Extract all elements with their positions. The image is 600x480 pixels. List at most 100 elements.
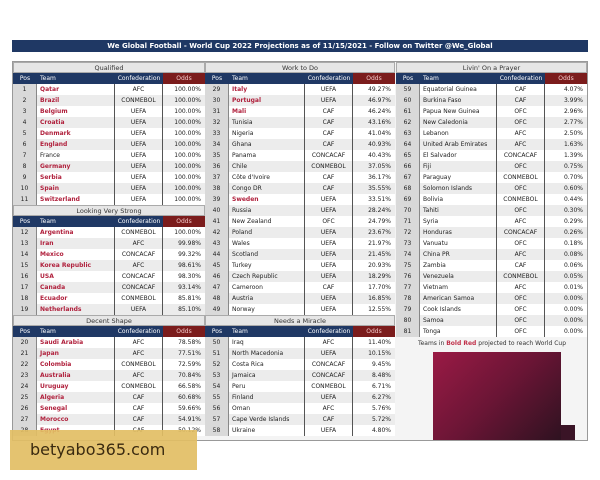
cell-pos: 46 xyxy=(205,271,229,282)
cell-pos: 47 xyxy=(205,282,229,293)
cell-odds: 0.18% xyxy=(563,240,583,247)
cell-team: Papua New Guinea xyxy=(420,106,497,117)
cell-conf: AFC xyxy=(115,260,163,271)
cell-team: Mexico xyxy=(37,249,115,260)
cell-conf: UEFA xyxy=(305,425,353,436)
cell-conf: UEFA xyxy=(115,128,163,139)
table-row: 15 Korea Republic AFC 98.61% xyxy=(13,260,205,271)
table-row: 22 Colombia CONMEBOL 72.59% xyxy=(13,359,205,370)
cell-pos: 14 xyxy=(13,249,37,260)
cell-odds: 1.39% xyxy=(563,152,583,159)
cell-odds: 40.93% xyxy=(368,141,391,148)
cell-odds: 20.93% xyxy=(368,262,391,269)
cell-odds: 23.67% xyxy=(368,229,391,236)
cell-odds: 46.24% xyxy=(368,108,391,115)
cell-conf: CONMEBOL xyxy=(305,161,353,172)
cell-team: Italy xyxy=(229,84,305,95)
cell-pos: 5 xyxy=(13,128,37,139)
cell-pos: 77 xyxy=(396,282,420,293)
cell-odds: 93.14% xyxy=(178,284,201,291)
table-row: 80 Samoa OFC 0.00% xyxy=(396,315,587,326)
cell-pos: 31 xyxy=(205,106,229,117)
table-row: 45 Turkey UEFA 20.93% xyxy=(205,260,395,271)
cell-odds: 100.00% xyxy=(174,229,201,236)
cell-team: Saudi Arabia xyxy=(37,337,115,348)
cell-team: Tonga xyxy=(420,326,497,337)
cell-team: Colombia xyxy=(37,359,115,370)
table-row: 68 Solomon Islands OFC 0.60% xyxy=(396,183,587,194)
cell-pos: 25 xyxy=(13,392,37,403)
cell-conf: OFC xyxy=(497,183,545,194)
cell-team: Mali xyxy=(229,106,305,117)
cell-conf: CONCACAF xyxy=(305,370,353,381)
cell-team: China PR xyxy=(420,249,497,260)
cell-pos: 24 xyxy=(13,381,37,392)
table-row: 70 Tahiti OFC 0.30% xyxy=(396,205,587,216)
table-row: 77 Vietnam AFC 0.01% xyxy=(396,282,587,293)
table-body: 29 Italy UEFA 49.27% 30 Portugal UEFA 46.97% 31 M… xyxy=(205,84,395,315)
cell-team: Samoa xyxy=(420,315,497,326)
cell-team: New Zealand xyxy=(229,216,305,227)
table-row: 75 Zambia CAF 0.06% xyxy=(396,260,587,271)
header-team: Team xyxy=(40,218,56,225)
cell-odds: 6.27% xyxy=(371,394,391,401)
cell-conf: AFC xyxy=(115,337,163,348)
table-row: 81 Tonga OFC 0.00% xyxy=(396,326,587,337)
header-pos: Pos xyxy=(211,75,223,82)
cell-pos: 58 xyxy=(205,425,229,436)
cell-odds: 85.10% xyxy=(178,306,201,313)
cell-team: Congo DR xyxy=(229,183,305,194)
cell-pos: 7 xyxy=(13,150,37,161)
cell-pos: 62 xyxy=(396,117,420,128)
cell-team: Oman xyxy=(229,403,305,414)
cell-team: Vietnam xyxy=(420,282,497,293)
cell-conf: CAF xyxy=(497,84,545,95)
cell-pos: 13 xyxy=(13,238,37,249)
cell-odds: 85.81% xyxy=(178,295,201,302)
cell-team: Costa Rica xyxy=(229,359,305,370)
cell-conf: CONCACAF xyxy=(305,359,353,370)
cell-pos: 11 xyxy=(13,194,37,205)
cell-team: Ghana xyxy=(229,139,305,150)
table-row: 62 New Caledonia OFC 2.77% xyxy=(396,117,587,128)
cell-conf: CAF xyxy=(497,260,545,271)
table-row: 76 Venezuela CONMEBOL 0.05% xyxy=(396,271,587,282)
cell-team: Sweden xyxy=(229,194,305,205)
cell-pos: 64 xyxy=(396,139,420,150)
cell-team: Jamaica xyxy=(229,370,305,381)
cell-pos: 75 xyxy=(396,260,420,271)
cell-conf: UEFA xyxy=(305,238,353,249)
table-row: 18 Ecuador CONMEBOL 85.81% xyxy=(13,293,205,304)
cell-conf: OFC xyxy=(305,216,353,227)
table-row: 7 France UEFA 100.00% xyxy=(13,150,205,161)
cell-odds: 98.61% xyxy=(178,262,201,269)
table-row: 40 Russia UEFA 28.24% xyxy=(205,205,395,216)
cell-pos: 44 xyxy=(205,249,229,260)
cell-pos: 72 xyxy=(396,227,420,238)
cell-pos: 26 xyxy=(13,403,37,414)
cell-odds: 0.06% xyxy=(563,262,583,269)
cell-team: Uruguay xyxy=(37,381,115,392)
cell-team: Serbia xyxy=(37,172,115,183)
cell-conf: CAF xyxy=(305,183,353,194)
header-conf: Confederation xyxy=(117,75,161,82)
table-row: 56 Oman AFC 5.76% xyxy=(205,403,395,414)
cell-team: Finland xyxy=(229,392,305,403)
cell-odds: 72.59% xyxy=(178,361,201,368)
cell-team: Ecuador xyxy=(37,293,115,304)
table-row: 26 Senegal CAF 59.66% xyxy=(13,403,205,414)
note-pre: Teams in xyxy=(417,340,447,347)
table-row: 71 Syria AFC 0.29% xyxy=(396,216,587,227)
cell-conf: CAF xyxy=(115,414,163,425)
cell-odds: 78.58% xyxy=(178,339,201,346)
cell-odds: 21.45% xyxy=(368,251,391,258)
cell-conf: UEFA xyxy=(115,106,163,117)
cell-odds: 0.29% xyxy=(563,218,583,225)
table-row: 6 England UEFA 100.00% xyxy=(13,139,205,150)
cell-team: Honduras xyxy=(420,227,497,238)
table-row: 43 Wales UEFA 21.97% xyxy=(205,238,395,249)
table-row: 2 Brazil CONMEBOL 100.00% xyxy=(13,95,205,106)
cell-pos: 38 xyxy=(205,183,229,194)
cell-conf: UEFA xyxy=(305,205,353,216)
cell-pos: 66 xyxy=(396,161,420,172)
